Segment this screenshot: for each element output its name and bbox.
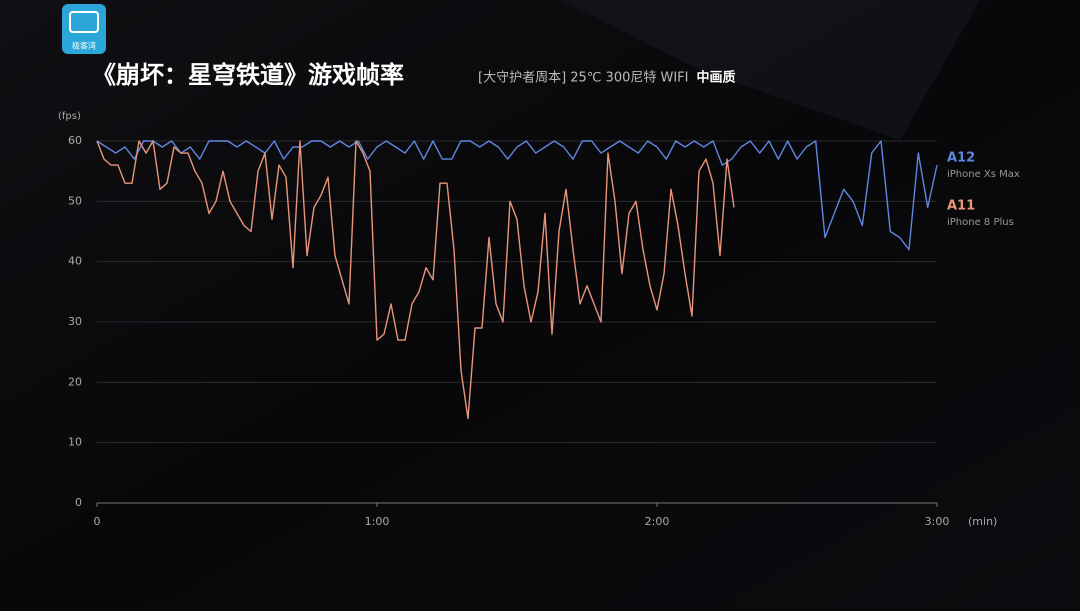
logo-text: 极客湾 xyxy=(72,41,96,51)
logo-icon xyxy=(69,11,99,33)
legend-device: iPhone Xs Max xyxy=(947,169,1020,180)
chart-subtitle: [大守护者周本] 25℃ 300尼特 WIFI xyxy=(478,71,689,86)
x-tick-label: 0 xyxy=(94,515,101,528)
x-tick-label: 3:00 xyxy=(925,515,950,528)
legend-device: iPhone 8 Plus xyxy=(947,217,1014,228)
y-tick-label: 50 xyxy=(68,194,82,207)
legend-name: A11 xyxy=(947,199,975,214)
y-tick-label: 30 xyxy=(68,315,82,328)
backdrop-shape xyxy=(560,0,980,140)
chart-subtitle-bold: 中画质 xyxy=(697,70,736,86)
legend-name: A12 xyxy=(947,151,975,166)
x-tick-label: 2:00 xyxy=(645,515,670,528)
chart-title: 《崩坏：星穹铁道》游戏帧率 xyxy=(92,61,404,89)
y-tick-label: 40 xyxy=(68,255,82,268)
logo-badge xyxy=(62,4,106,54)
x-tick-label: 1:00 xyxy=(365,515,390,528)
y-tick-label: 10 xyxy=(68,436,82,449)
y-axis-label: (fps) xyxy=(58,111,81,122)
y-tick-label: 60 xyxy=(68,134,82,147)
y-tick-label: 20 xyxy=(68,375,82,388)
series-line xyxy=(96,140,735,420)
y-tick-label: 0 xyxy=(75,496,82,509)
series-line xyxy=(96,140,938,251)
x-axis-label: (min) xyxy=(968,515,997,528)
